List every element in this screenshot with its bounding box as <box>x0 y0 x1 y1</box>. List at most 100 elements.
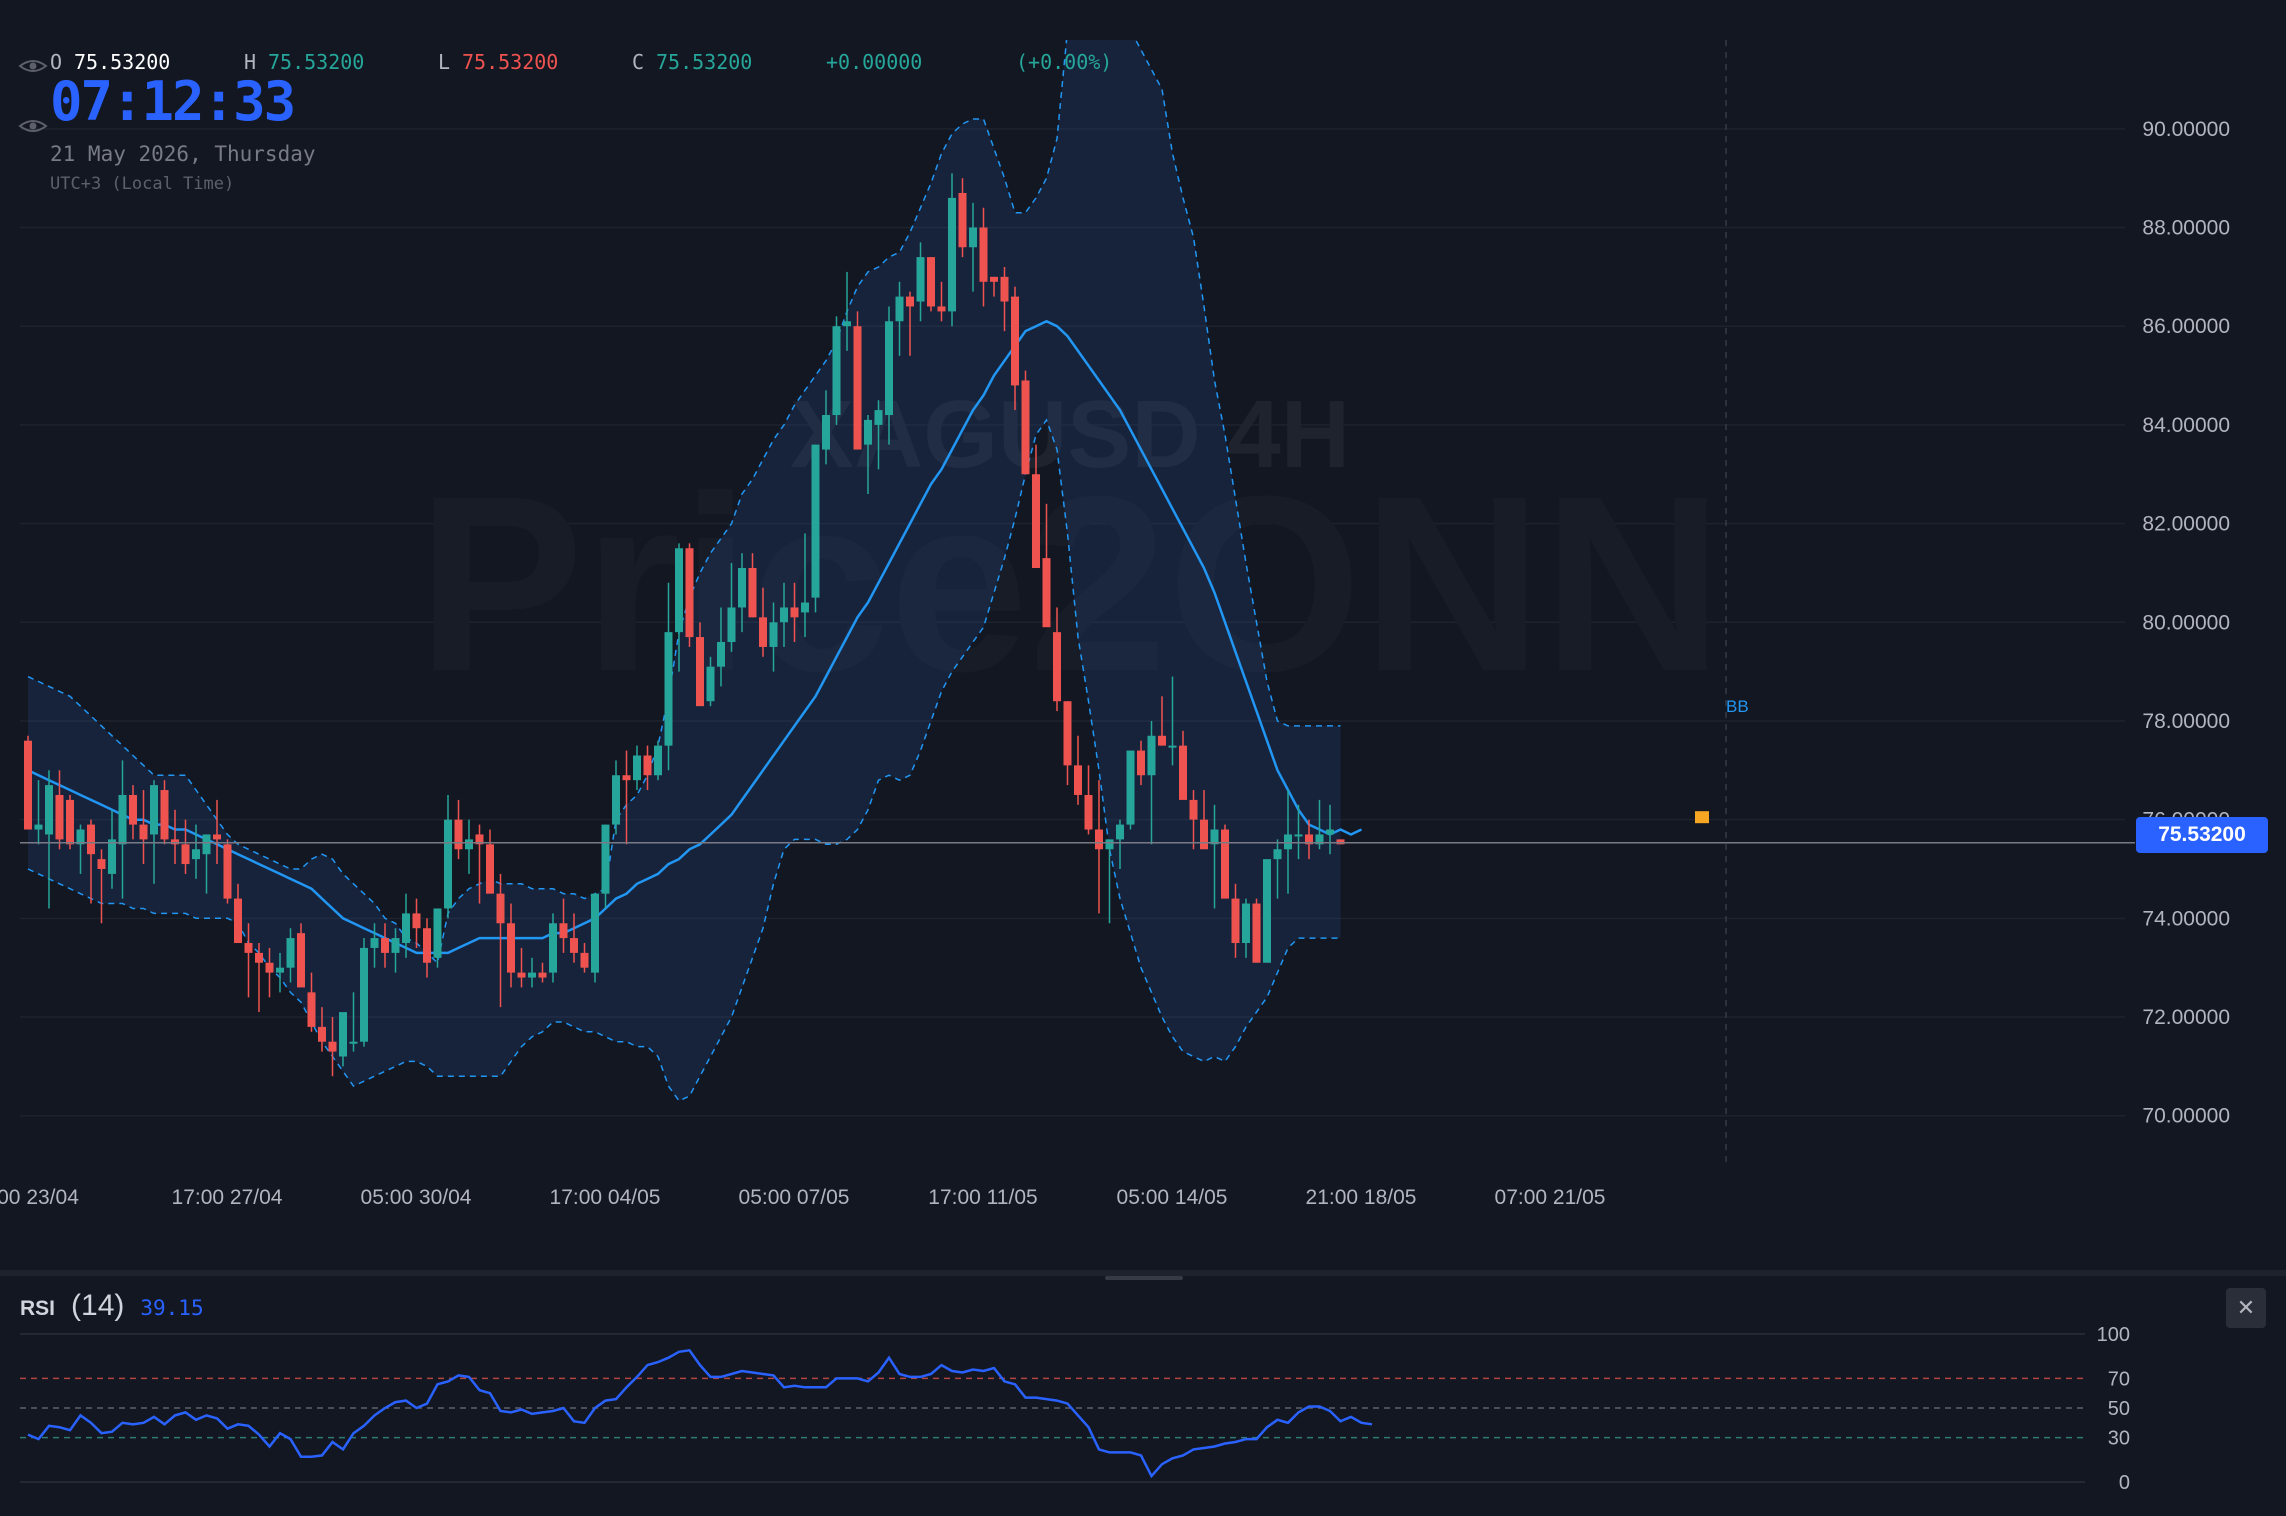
time-tick-label: 17:00 11/05 <box>928 1186 1037 1209</box>
candle-body <box>1105 839 1114 850</box>
candle-body <box>538 972 547 978</box>
candle-body <box>990 276 998 282</box>
candle-body <box>612 775 620 825</box>
rsi-tick-label: 0 <box>2119 1472 2130 1494</box>
change-percent: (+0.00%) <box>1016 50 1113 74</box>
open-label: O <box>50 50 63 74</box>
time-tick-label: 00 23/04 <box>0 1186 79 1209</box>
price-tick-label: 84.00000 <box>2142 414 2230 437</box>
rsi-tick-label: 70 <box>2108 1368 2130 1390</box>
clock: 07:12:33 <box>50 70 296 133</box>
rsi-pane[interactable]: 0 30 50 70 100 <box>20 1324 2130 1494</box>
time-axis[interactable]: 00 23/04 17:00 27/04 05:00 30/04 17:00 04/0… <box>0 1186 1605 1209</box>
candle-body <box>1168 745 1177 748</box>
candle-body <box>843 321 851 327</box>
rsi-length: (14) <box>71 1289 125 1322</box>
eye-icon[interactable] <box>18 116 48 136</box>
candle-body <box>412 913 421 929</box>
candle-body <box>108 839 116 874</box>
candle-body <box>822 415 830 450</box>
candle-body <box>1042 558 1051 628</box>
watermark: XAGUSD 4H Price2ONN <box>417 381 1723 723</box>
candle-body <box>276 967 284 973</box>
candle-body <box>139 824 148 840</box>
candle-body <box>1336 839 1345 845</box>
candle-body <box>1137 750 1145 776</box>
high-value: 75.53200 <box>268 50 365 74</box>
candle-body <box>45 785 53 835</box>
time-tick-label: 05:00 07/05 <box>739 1186 850 1209</box>
candle-body <box>55 794 64 840</box>
candle-body <box>874 410 883 425</box>
pane-splitter[interactable] <box>0 1270 2286 1276</box>
watermark-symbol: XAGUSD 4H <box>790 381 1350 488</box>
low-value: 75.53200 <box>462 50 559 74</box>
time-tick-label: 05:00 14/05 <box>1117 1186 1228 1209</box>
candle-body <box>433 908 442 958</box>
candle-body <box>1252 903 1261 963</box>
candle-body <box>570 938 578 953</box>
candle-body <box>1095 829 1103 850</box>
candle-body <box>832 326 841 416</box>
splitter-grip[interactable] <box>1105 1276 1183 1280</box>
candle-body <box>937 306 946 312</box>
candle-body <box>927 257 935 307</box>
candle-body <box>76 829 85 845</box>
candle-body <box>685 548 694 638</box>
candle-body <box>129 794 137 825</box>
candle-body <box>328 1041 337 1052</box>
candle-body <box>465 839 473 850</box>
watermark-brand: Price2ONN <box>417 444 1723 723</box>
candle-body <box>1189 799 1198 820</box>
candle-body <box>979 227 988 282</box>
time-tick-label: 17:00 27/04 <box>172 1186 283 1209</box>
rsi-tick-label: 30 <box>2108 1428 2130 1450</box>
high-label: H <box>244 50 257 74</box>
candle-body <box>34 824 43 830</box>
candle-body <box>150 785 158 835</box>
price-tick-label: 86.00000 <box>2142 315 2230 338</box>
rsi-value: 39.15 <box>140 1296 204 1320</box>
candle-body <box>790 607 799 618</box>
bollinger-basis <box>27 319 1363 955</box>
candle-body <box>1315 834 1324 845</box>
bb-label[interactable]: BB <box>1726 697 1749 716</box>
price-axis[interactable]: 70.0000072.0000074.0000076.0000078.00000… <box>2142 118 2230 1128</box>
timezone-label: UTC+3 (Local Time) <box>50 174 235 194</box>
candle-body <box>1032 474 1040 568</box>
candle-body <box>1126 750 1135 825</box>
candle-body <box>1074 765 1082 795</box>
candle-body <box>213 834 221 840</box>
time-tick-label: 07:00 21/05 <box>1495 1186 1606 1209</box>
candle-body <box>1179 745 1187 800</box>
candle-body <box>801 602 809 613</box>
candle-body <box>853 326 862 450</box>
candle-body <box>633 755 641 781</box>
candle-body <box>780 607 788 623</box>
candle-body <box>1263 859 1271 963</box>
candle-body <box>202 834 211 855</box>
price-tick-label: 72.00000 <box>2142 1006 2230 1029</box>
candle-body <box>759 617 767 647</box>
candle-body <box>916 257 925 302</box>
candle-body <box>706 666 715 702</box>
candle-body <box>1242 903 1250 944</box>
candle-body <box>727 607 736 643</box>
candle-body <box>475 834 484 845</box>
open-value: 75.53200 <box>74 50 171 74</box>
rsi-legend[interactable]: RSI (14) 39.15 <box>20 1288 204 1324</box>
candle-body <box>1063 701 1072 766</box>
candle-body <box>696 637 704 707</box>
candle-body <box>885 321 893 416</box>
candle-body <box>339 1012 347 1057</box>
close-icon[interactable]: ✕ <box>2226 1288 2266 1328</box>
candle-body <box>1147 735 1156 776</box>
candle-body <box>1221 829 1229 899</box>
rsi-name: RSI <box>20 1297 56 1320</box>
candle-body <box>622 775 631 781</box>
candle-body <box>360 947 368 1042</box>
candle-body <box>643 755 652 776</box>
rsi-tick-label: 50 <box>2108 1398 2130 1420</box>
eye-icon[interactable] <box>18 56 48 76</box>
